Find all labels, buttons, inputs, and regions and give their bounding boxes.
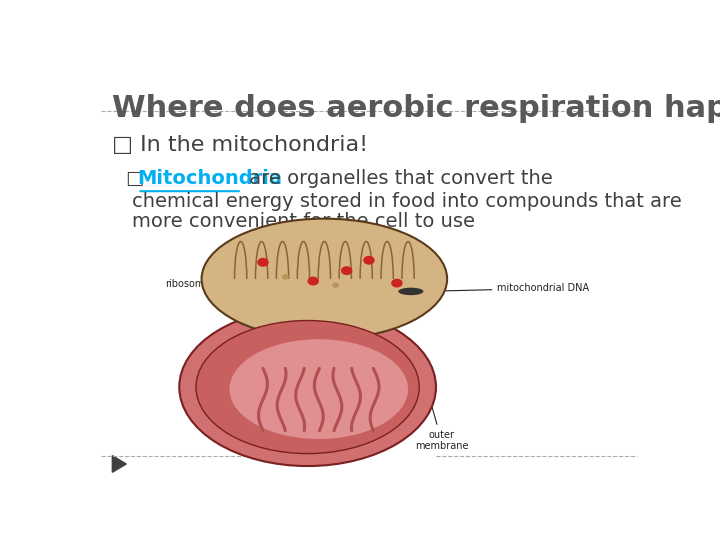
Ellipse shape <box>398 288 423 295</box>
Circle shape <box>258 259 268 266</box>
Text: □: □ <box>126 168 151 188</box>
Text: inner
membrane: inner membrane <box>297 383 351 451</box>
Circle shape <box>392 279 402 287</box>
Text: more convenient for the cell to use: more convenient for the cell to use <box>132 212 475 232</box>
Text: Mitochondria: Mitochondria <box>138 168 282 188</box>
Text: outer
membrane: outer membrane <box>415 395 468 451</box>
Text: chemical energy stored in food into compounds that are: chemical energy stored in food into comp… <box>132 192 682 211</box>
Circle shape <box>308 277 318 285</box>
Ellipse shape <box>202 219 447 339</box>
Circle shape <box>282 275 288 279</box>
Text: Where does aerobic respiration happen?: Where does aerobic respiration happen? <box>112 94 720 123</box>
Circle shape <box>333 283 338 287</box>
Ellipse shape <box>196 321 419 454</box>
Text: matrix: matrix <box>204 346 271 377</box>
Ellipse shape <box>230 339 408 439</box>
Text: □ In the mitochondria!: □ In the mitochondria! <box>112 136 369 156</box>
Ellipse shape <box>179 308 436 466</box>
Circle shape <box>342 267 351 274</box>
Polygon shape <box>112 456 126 472</box>
Text: mitochondrial DNA: mitochondrial DNA <box>427 284 590 293</box>
Circle shape <box>364 256 374 264</box>
Text: ribosome: ribosome <box>166 279 223 299</box>
Text: are organelles that convert the: are organelles that convert the <box>243 168 553 188</box>
